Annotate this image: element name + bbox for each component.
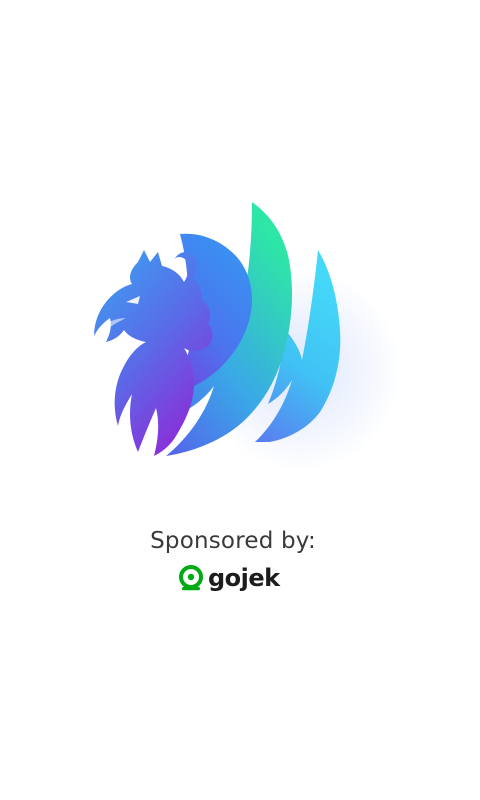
sponsor-name: gojek: [208, 564, 280, 592]
sponsor-label: Sponsored by:: [150, 528, 316, 554]
sponsor-logo: gojek: [178, 563, 280, 593]
app-logo: [80, 190, 400, 490]
griffin-wing-logo-icon: [94, 202, 341, 456]
gojek-icon: [179, 565, 203, 591]
